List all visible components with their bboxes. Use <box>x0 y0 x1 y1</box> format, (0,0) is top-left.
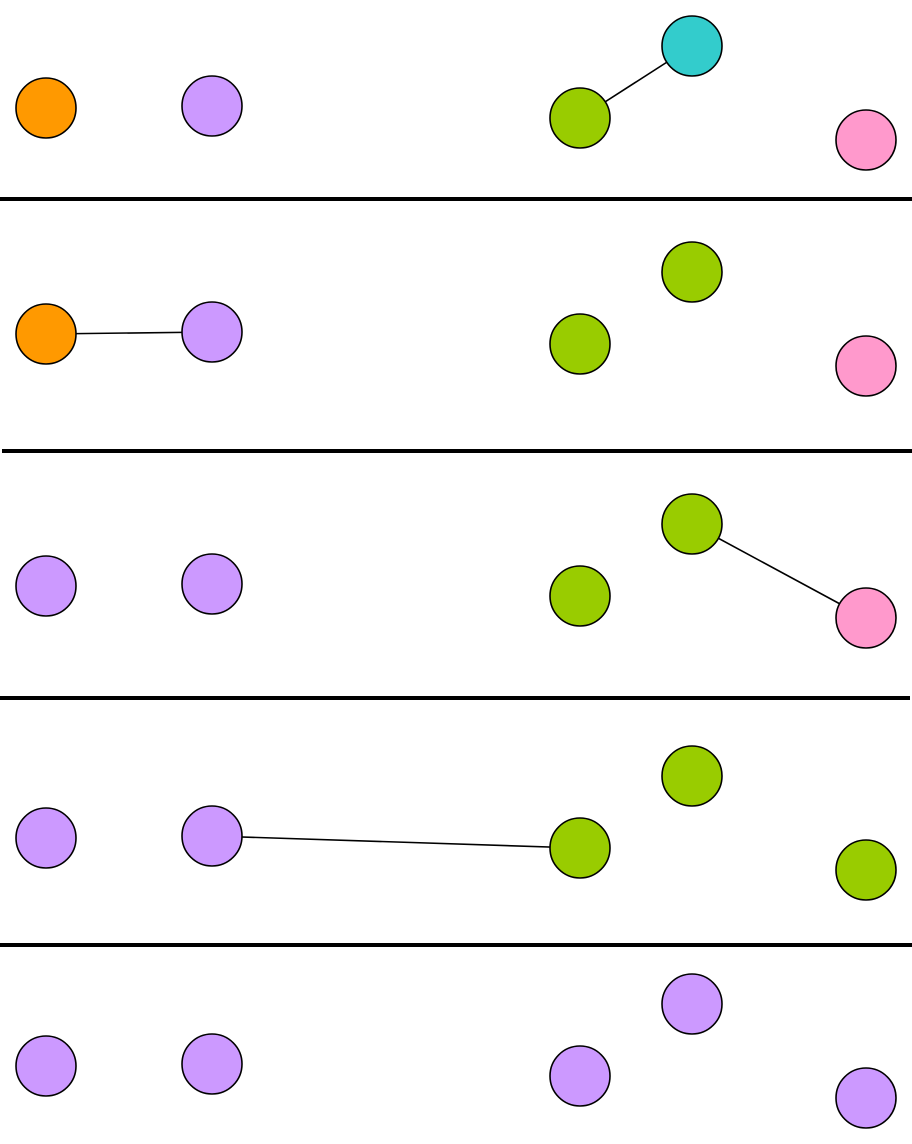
node-d-green <box>661 493 723 555</box>
node-c-green <box>549 565 611 627</box>
node-b-purple <box>181 1033 243 1095</box>
node-e-pink <box>835 109 897 171</box>
node-a-purple <box>15 807 77 869</box>
panel-5 <box>15 973 897 1129</box>
node-d-green <box>661 745 723 807</box>
node-d-purple <box>661 973 723 1035</box>
panel-2 <box>15 241 897 397</box>
node-d-green <box>661 241 723 303</box>
panel-4 <box>15 745 897 901</box>
node-e-pink <box>835 587 897 649</box>
edge-b-c <box>211 835 581 849</box>
node-c-green <box>549 817 611 879</box>
node-b-purple <box>181 805 243 867</box>
node-b-purple <box>181 553 243 615</box>
node-c-green <box>549 313 611 375</box>
node-a-orange <box>15 77 77 139</box>
node-a-purple <box>15 1035 77 1097</box>
node-e-pink <box>835 335 897 397</box>
node-e-purple <box>835 1067 897 1129</box>
panel-3 <box>15 493 897 649</box>
panel-1 <box>15 15 897 171</box>
node-e-green <box>835 839 897 901</box>
node-b-purple <box>181 301 243 363</box>
edge-d-e <box>691 523 867 619</box>
node-c-purple <box>549 1045 611 1107</box>
node-d-teal <box>661 15 723 77</box>
node-c-green <box>549 87 611 149</box>
node-a-orange <box>15 303 77 365</box>
node-a-purple <box>15 555 77 617</box>
node-b-purple <box>181 75 243 137</box>
